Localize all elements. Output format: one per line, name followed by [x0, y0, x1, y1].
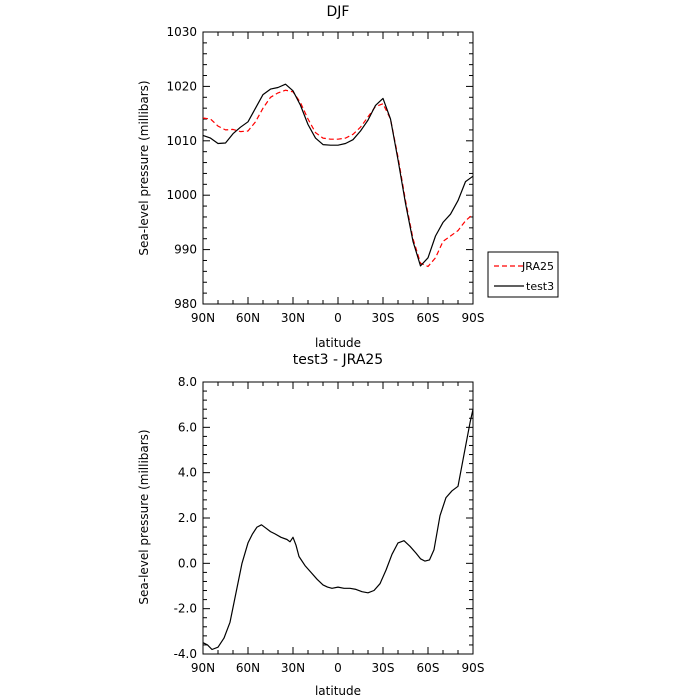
x-tick-label: 90S	[462, 661, 485, 675]
axis-ticks: 90N 60N 30N 0 30S 60S 90S -4.0 -2.0 0.0 2.0 4.0 6.0 8…	[174, 375, 485, 675]
x-tick-label: 90N	[191, 311, 215, 325]
x-tick-label: 0	[334, 661, 342, 675]
y-tick-label: 6.0	[178, 420, 197, 434]
y-tick-label: 1010	[166, 134, 197, 148]
y-tick-label: 1000	[166, 188, 197, 202]
series-line-jra25	[202, 89, 474, 268]
series-layer	[202, 409, 474, 651]
y-tick-label: 0.0	[178, 556, 197, 570]
series-layer	[202, 83, 474, 268]
chart-title: DJF	[327, 4, 350, 20]
x-tick-label: 60S	[417, 661, 440, 675]
x-tick-label: 30N	[281, 661, 305, 675]
y-tick-label: -2.0	[174, 602, 197, 616]
chart-title: test3 - JRA25	[293, 352, 383, 368]
axis-ticks: 90N 60N 30N 0 30S 60S 90S 980 990 1000 1010 1020 103…	[166, 25, 484, 325]
x-tick-label: 30S	[372, 661, 395, 675]
legend-label-test3: test3	[526, 280, 554, 293]
x-tick-label: 0	[334, 311, 342, 325]
series-line-test3	[202, 83, 474, 267]
y-axis-title: Sea-level pressure (millibars)	[137, 80, 151, 255]
x-axis-title: latitude	[315, 336, 361, 350]
x-axis-title: latitude	[315, 684, 361, 698]
plot-frame	[202, 381, 474, 655]
legend-box	[487, 251, 559, 298]
y-tick-label: 8.0	[178, 375, 197, 389]
y-tick-label: 990	[174, 243, 197, 257]
x-tick-label: 60N	[236, 661, 260, 675]
x-tick-label: 60S	[417, 311, 440, 325]
difference-panel: test3 - JRA25 latitude Sea-level pressur…	[137, 352, 484, 698]
y-tick-label: 1020	[166, 79, 197, 93]
y-tick-label: 1030	[166, 25, 197, 39]
y-tick-label: 980	[174, 297, 197, 311]
y-tick-label: 2.0	[178, 511, 197, 525]
y-tick-label: 4.0	[178, 466, 197, 480]
x-tick-label: 90N	[191, 661, 215, 675]
x-tick-label: 60N	[236, 311, 260, 325]
y-tick-label: -4.0	[174, 647, 197, 661]
x-tick-label: 90S	[462, 311, 485, 325]
plot-frame	[202, 31, 474, 305]
y-axis-title: Sea-level pressure (millibars)	[137, 429, 151, 604]
djf-panel: DJF latitude Sea-level pressure (milliba…	[137, 4, 559, 350]
legend-label-jra25: JRA25	[521, 260, 554, 273]
series-line-difference	[202, 409, 474, 651]
x-tick-label: 30S	[372, 311, 395, 325]
legend: JRA25 test3	[487, 251, 559, 298]
x-tick-label: 30N	[281, 311, 305, 325]
